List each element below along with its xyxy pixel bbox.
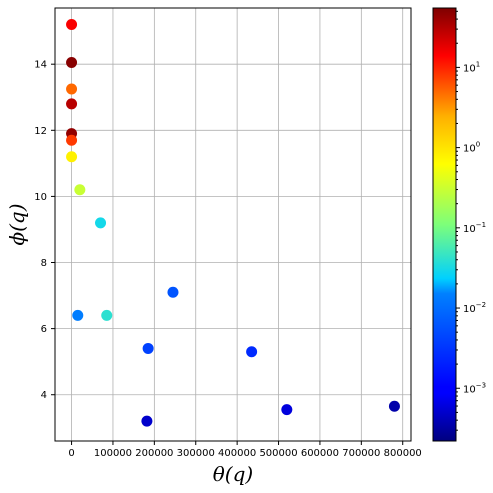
plot-frame (54, 7, 412, 442)
grid (55, 8, 411, 441)
y-tick-label: 6 (41, 324, 47, 335)
colorbar-tick-base: 10 (463, 144, 476, 155)
x-ticks: 0 100000 200000 300000 400000 500000 600000 700… (68, 441, 422, 459)
x-tick-label: 800000 (384, 448, 422, 459)
y-tick-label: 8 (41, 258, 47, 269)
x-tick-label: 600000 (301, 448, 339, 459)
data-point (66, 134, 78, 146)
data-points (66, 19, 400, 427)
colorbar (432, 7, 457, 442)
data-point (142, 342, 154, 354)
y-tick-label: 14 (34, 60, 47, 71)
x-tick-label: 500000 (259, 448, 297, 459)
colorbar-tick-exponent: 0 (476, 141, 480, 149)
data-point (388, 400, 400, 412)
data-point (66, 151, 78, 163)
x-axis-label: θ(q) (213, 462, 253, 486)
colorbar-tick-base: 10 (463, 384, 476, 395)
data-point (141, 415, 153, 427)
x-tick-label: 400000 (218, 448, 256, 459)
colorbar-tick-base: 10 (463, 304, 476, 315)
y-tick-label: 12 (34, 126, 47, 137)
data-point (66, 98, 78, 110)
colorbar-tick-base: 10 (463, 224, 476, 235)
y-ticks: 4 6 8 10 12 14 (34, 60, 55, 401)
data-point (66, 19, 78, 31)
data-point (167, 286, 179, 298)
colorbar-tick-exponent: 1 (476, 60, 480, 68)
colorbar-tick-label: 100 (463, 141, 480, 155)
data-point (95, 217, 107, 229)
y-tick-label: 10 (34, 192, 47, 203)
x-tick-label: 0 (68, 448, 74, 459)
colorbar-tick-label: 10−3 (463, 381, 486, 395)
x-tick-label: 100000 (94, 448, 132, 459)
colorbar-tick-label: 10−1 (463, 221, 486, 235)
colorbar-tick-base: 10 (463, 63, 476, 74)
colorbar-tick-label: 101 (463, 60, 480, 74)
data-point (72, 309, 84, 321)
y-axis-label: ϕ(q) (5, 203, 29, 245)
x-tick-label: 300000 (177, 448, 215, 459)
data-point (66, 83, 78, 95)
x-tick-label: 700000 (342, 448, 380, 459)
colorbar-tick-exponent: −1 (476, 221, 486, 229)
x-tick-label: 200000 (135, 448, 173, 459)
data-point (101, 309, 113, 321)
data-point (246, 346, 258, 358)
data-point (74, 184, 86, 196)
data-point (281, 404, 293, 416)
colorbar-tick-exponent: −3 (476, 381, 486, 389)
colorbar-tick-label: 10−2 (463, 301, 486, 315)
data-point (66, 57, 78, 69)
colorbar-tick-exponent: −2 (476, 301, 486, 309)
y-tick-label: 4 (41, 390, 47, 401)
